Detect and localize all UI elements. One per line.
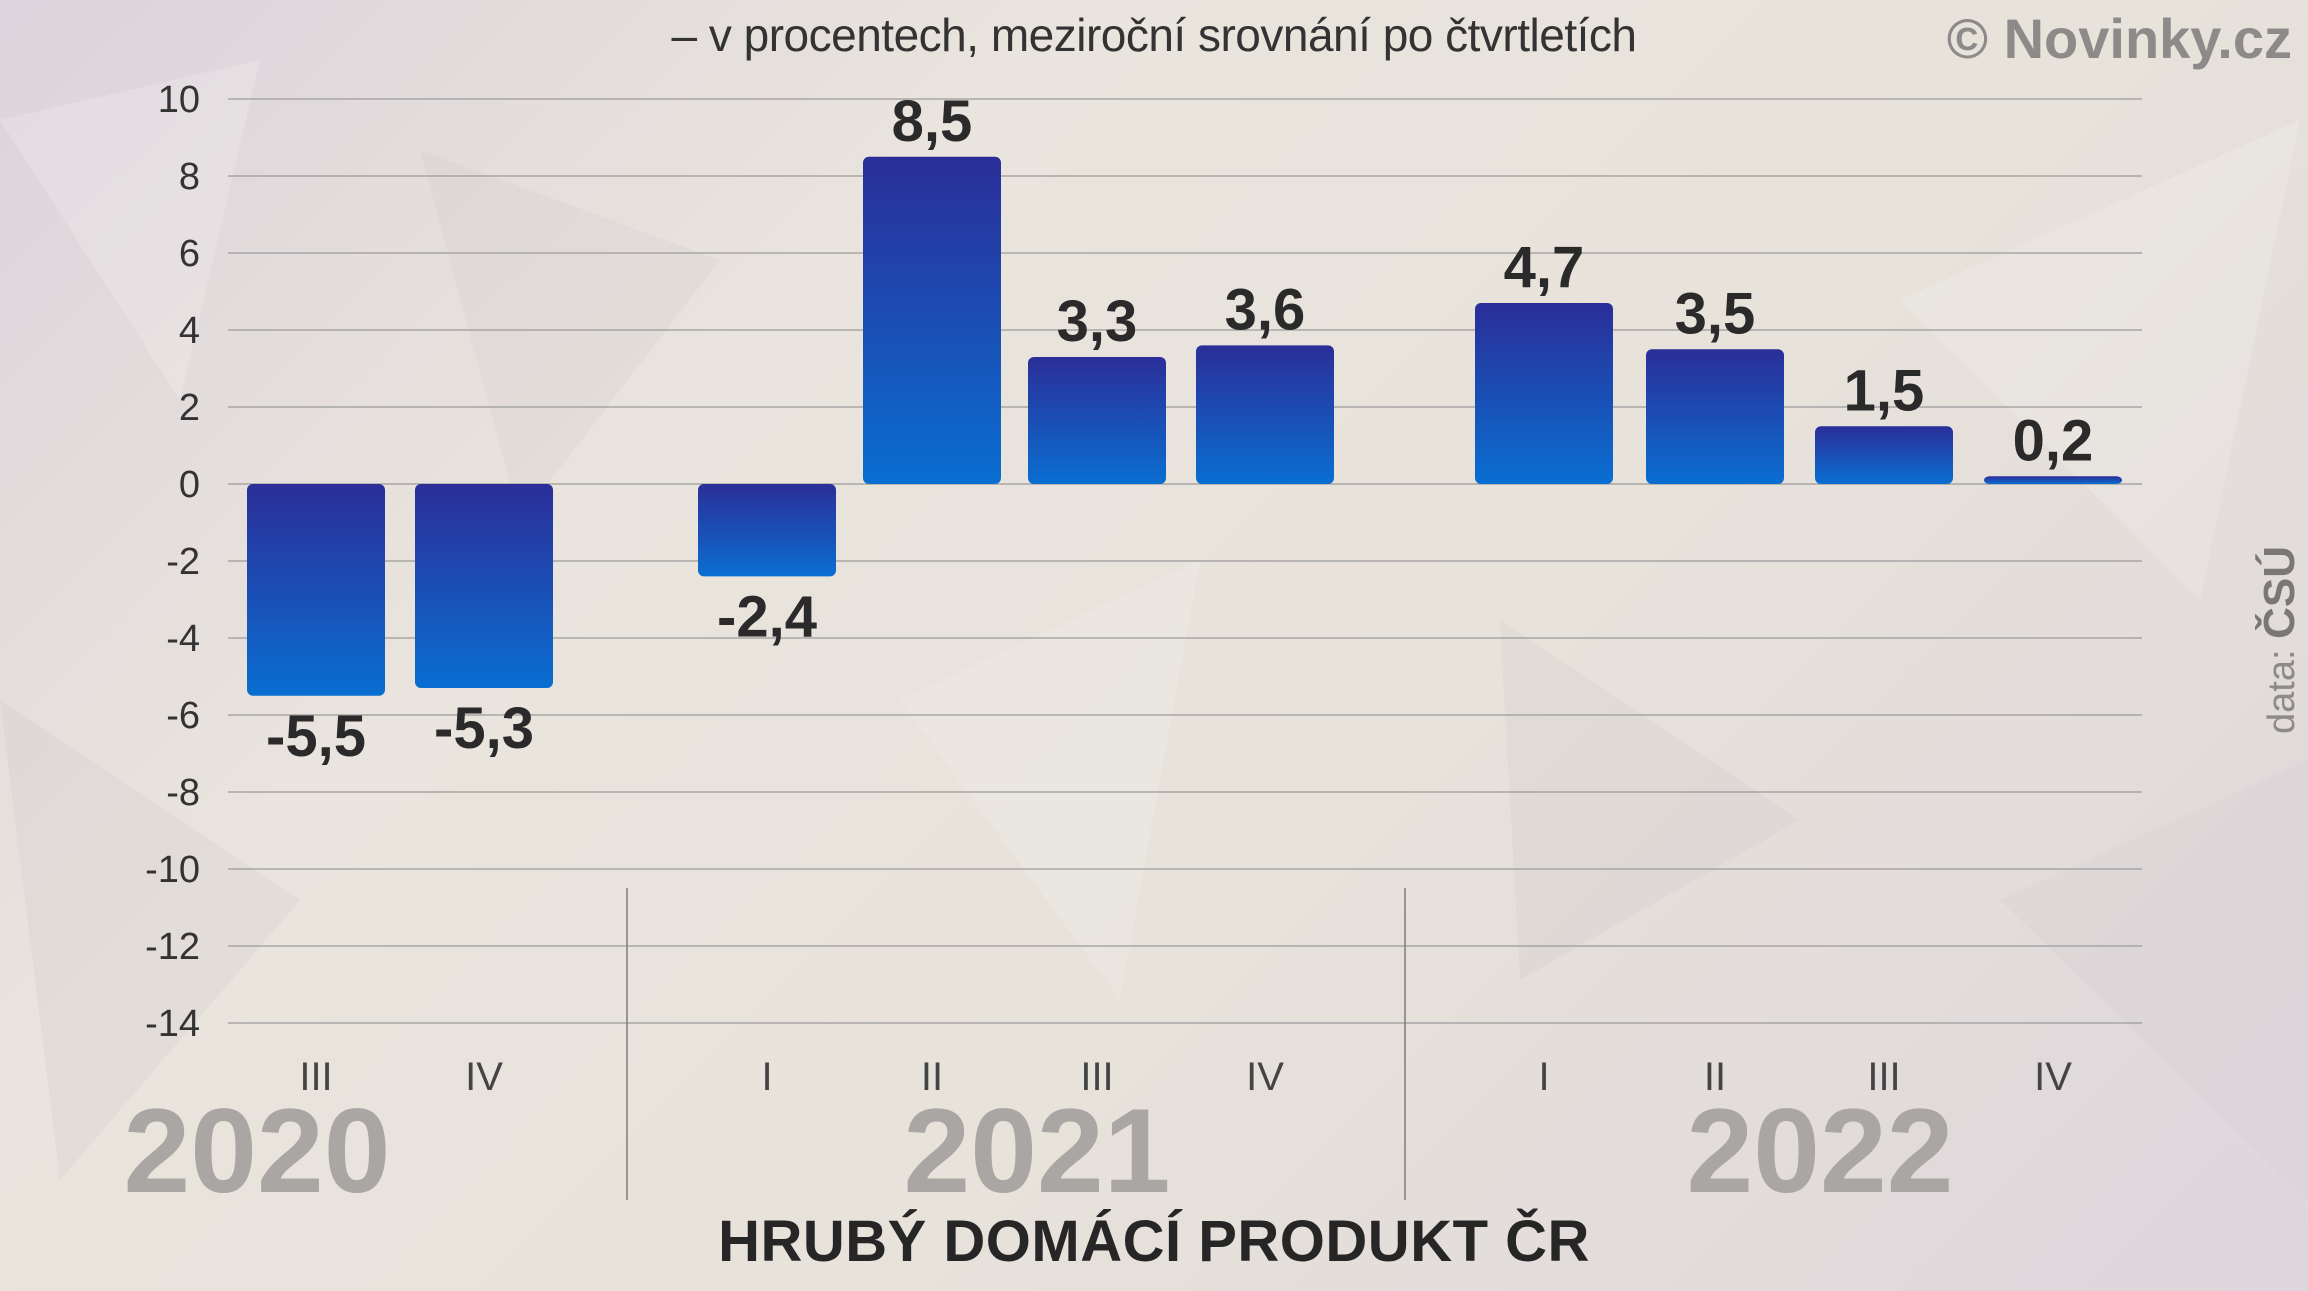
bar-value-label: -5,3 bbox=[434, 696, 534, 761]
year-label: 2022 bbox=[1687, 1084, 1954, 1218]
y-tick-label: -8 bbox=[166, 772, 200, 814]
bar bbox=[1475, 303, 1613, 484]
bar bbox=[1196, 345, 1334, 484]
bar-value-label: -2,4 bbox=[717, 584, 817, 649]
year-separators bbox=[626, 888, 1406, 1200]
bar-value-label: 4,7 bbox=[1504, 235, 1585, 300]
quarter-label: I bbox=[761, 1055, 772, 1099]
bar bbox=[1815, 426, 1953, 484]
chart-title: HRUBÝ DOMÁCÍ PRODUKT ČR bbox=[718, 1209, 1590, 1274]
copyright-label: © Novinky.cz bbox=[1946, 7, 2292, 70]
y-tick-label: -10 bbox=[145, 849, 200, 891]
quarter-label: III bbox=[299, 1055, 332, 1099]
bar-value-label: 3,3 bbox=[1057, 289, 1138, 354]
quarter-label: II bbox=[921, 1055, 943, 1099]
bar-value-label: 8,5 bbox=[892, 89, 973, 154]
bars bbox=[247, 156, 2122, 696]
bar-value-label: -5,5 bbox=[266, 704, 366, 769]
quarter-label: III bbox=[1080, 1055, 1113, 1099]
bar-value-label: 3,6 bbox=[1225, 277, 1306, 342]
bar bbox=[247, 484, 385, 696]
quarter-label: IV bbox=[1246, 1055, 1284, 1099]
y-tick-label: -6 bbox=[166, 695, 200, 737]
y-tick-label: 2 bbox=[179, 387, 200, 429]
data-labels: -5,5 -5,3 -2,4 8,5 3,3 3,6 4,7 3,5 1,5 0,2 bbox=[266, 89, 2093, 769]
bar bbox=[1028, 356, 1166, 484]
year-labels: 2020 2021 2022 bbox=[124, 1084, 1954, 1218]
quarter-label: IV bbox=[465, 1055, 503, 1099]
bar bbox=[415, 484, 553, 689]
y-tick-label: 4 bbox=[179, 310, 200, 352]
bar bbox=[1646, 349, 1784, 484]
chart-subtitle: – v procentech, meziroční srovnání po čt… bbox=[671, 9, 1637, 61]
y-tick-label: -12 bbox=[145, 926, 200, 968]
y-tick-label: -14 bbox=[145, 1003, 200, 1045]
bar bbox=[1984, 476, 2122, 484]
bar-value-label: 3,5 bbox=[1675, 281, 1756, 346]
quarter-label: I bbox=[1538, 1055, 1549, 1099]
y-tick-label: 8 bbox=[179, 156, 200, 198]
quarter-label: IV bbox=[2034, 1055, 2072, 1099]
bar-value-label: 1,5 bbox=[1844, 358, 1925, 423]
bar-value-label: 0,2 bbox=[2013, 408, 2094, 473]
quarter-label: II bbox=[1704, 1055, 1726, 1099]
y-tick-label: 6 bbox=[179, 233, 200, 275]
y-tick-label: -4 bbox=[166, 618, 200, 660]
bar bbox=[863, 156, 1001, 484]
x-axis: III IV I II III IV I II III IV bbox=[299, 1055, 2072, 1099]
y-tick-label: 10 bbox=[158, 79, 200, 121]
y-axis: 10 8 6 4 2 0 -2 -4 -6 -8 -10 -12 -14 bbox=[145, 79, 200, 1045]
quarter-label: III bbox=[1867, 1055, 1900, 1099]
bar bbox=[698, 484, 836, 577]
y-tick-label: 0 bbox=[179, 464, 200, 506]
year-label: 2021 bbox=[904, 1084, 1171, 1218]
year-label: 2020 bbox=[124, 1084, 391, 1218]
y-tick-label: -2 bbox=[166, 541, 200, 583]
